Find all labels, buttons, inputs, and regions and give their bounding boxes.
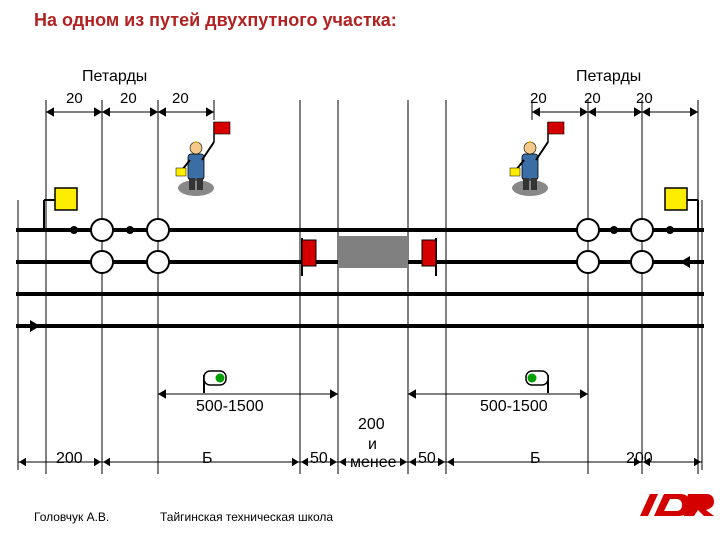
diagram-svg [0,0,720,540]
